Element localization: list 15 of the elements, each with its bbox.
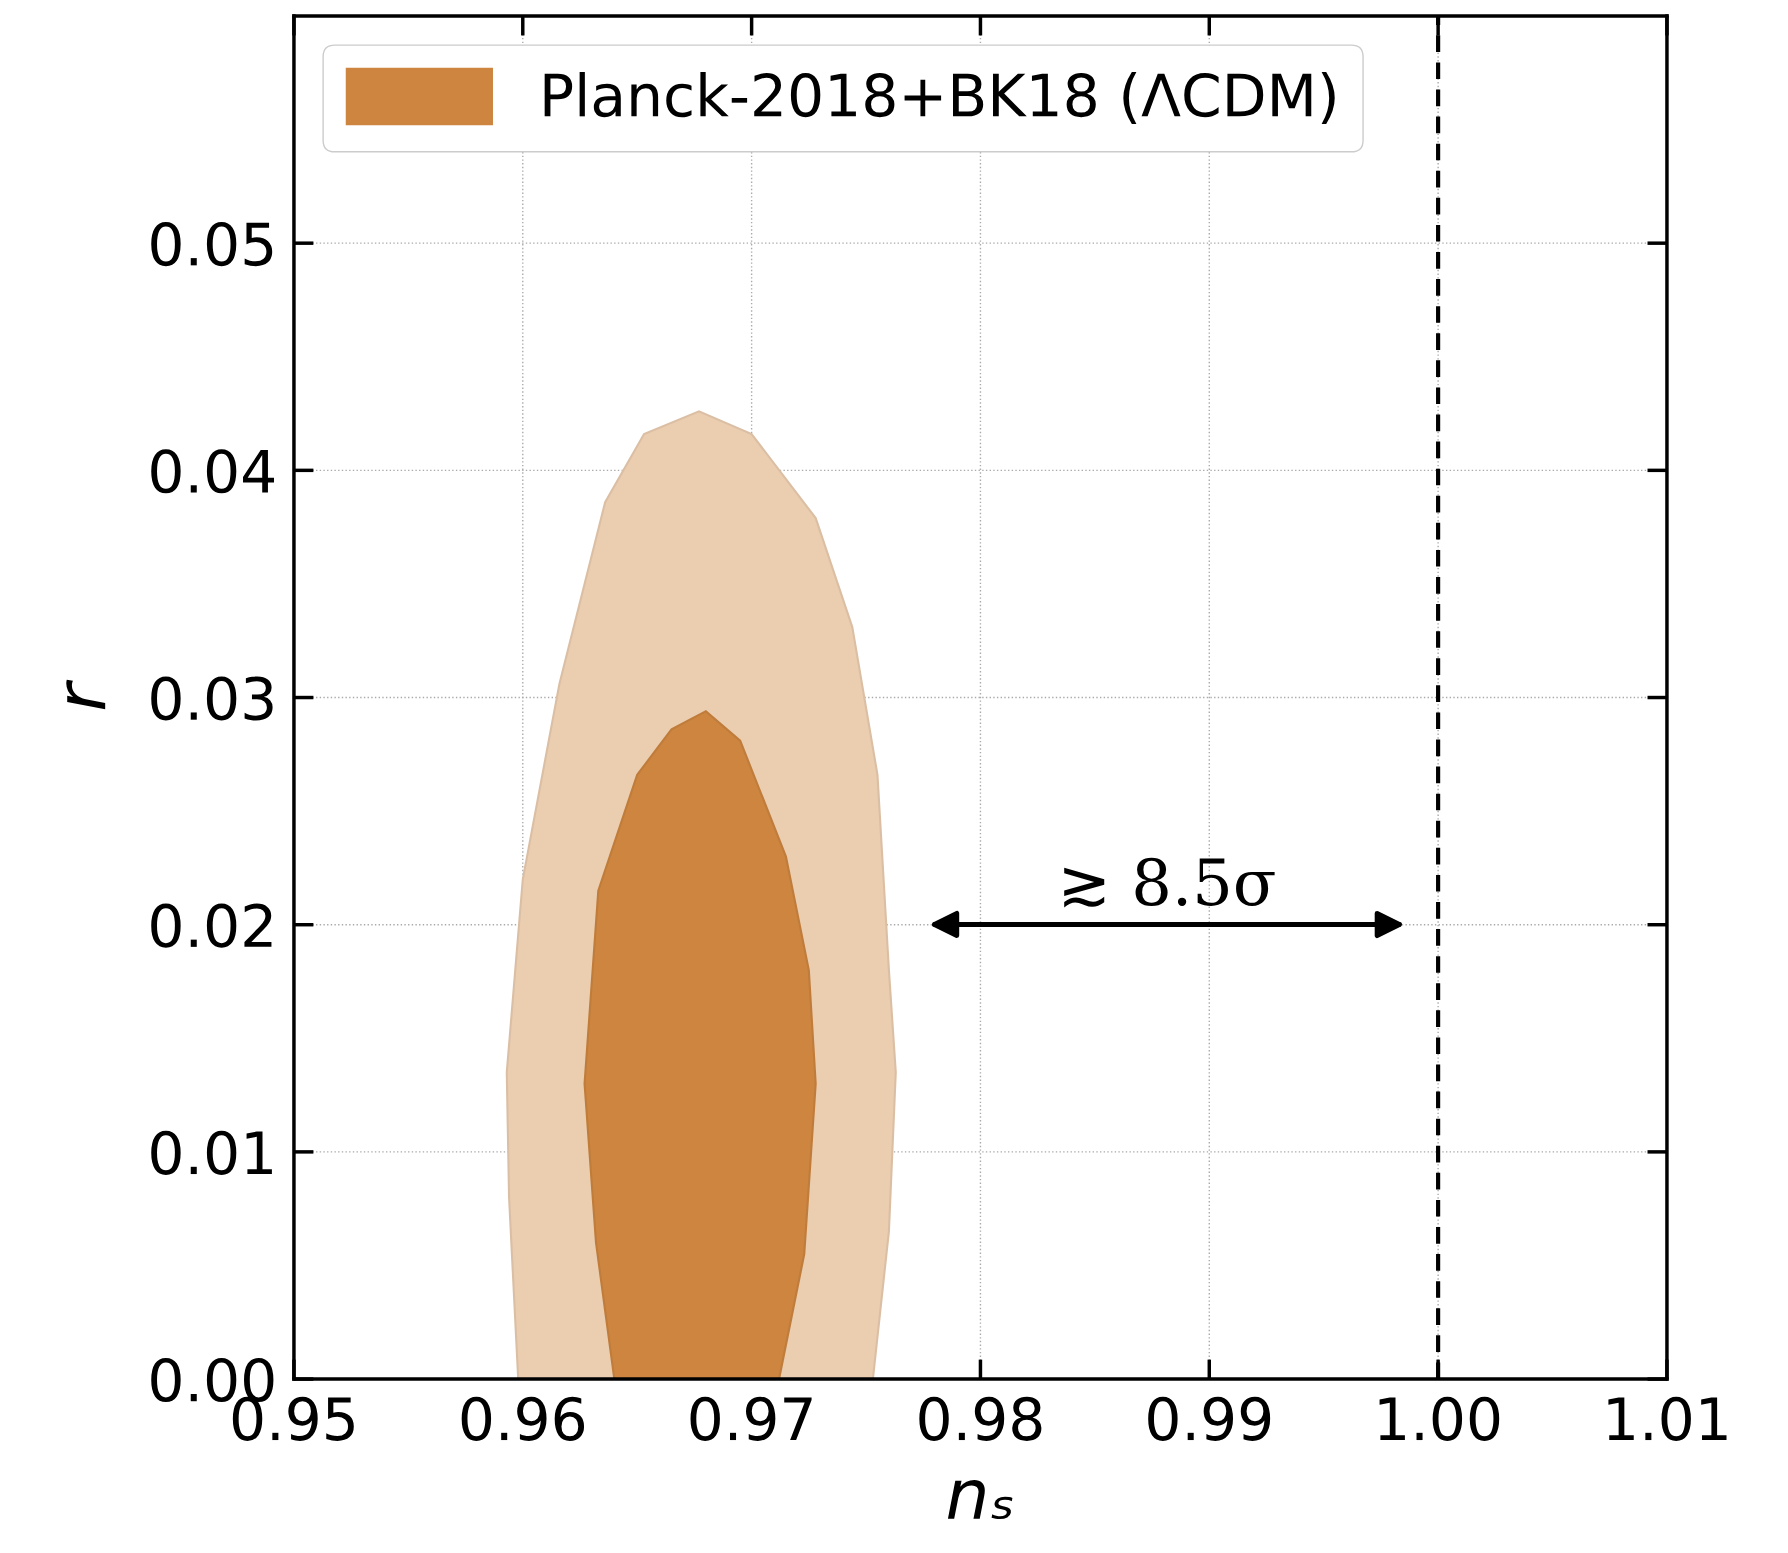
y-tick-label: 0.01 xyxy=(151,1130,272,1175)
y-tick-label: 0.03 xyxy=(151,676,273,721)
x-tick-label: 0.96 xyxy=(461,1396,585,1441)
y-tick-label: 0.02 xyxy=(151,903,272,948)
y-tick-label: 0.04 xyxy=(151,449,275,494)
x-tick-label: 0.97 xyxy=(690,1396,812,1441)
y-axis-title: r xyxy=(66,679,106,710)
annotation: ≳ 8.5σ xyxy=(1064,857,1275,908)
x-axis-title: nₛ xyxy=(947,1479,1013,1520)
x-tick-label: 0.98 xyxy=(919,1396,1042,1441)
x-tick-label: 1.01 xyxy=(1608,1396,1727,1441)
x-tick-label: 0.99 xyxy=(1148,1396,1271,1441)
legend-label: Planck-2018+BK18 (ΛCDM) xyxy=(544,72,1335,125)
x-tick-label: 1.00 xyxy=(1379,1396,1500,1441)
y-tick-label: 0.05 xyxy=(151,222,273,267)
